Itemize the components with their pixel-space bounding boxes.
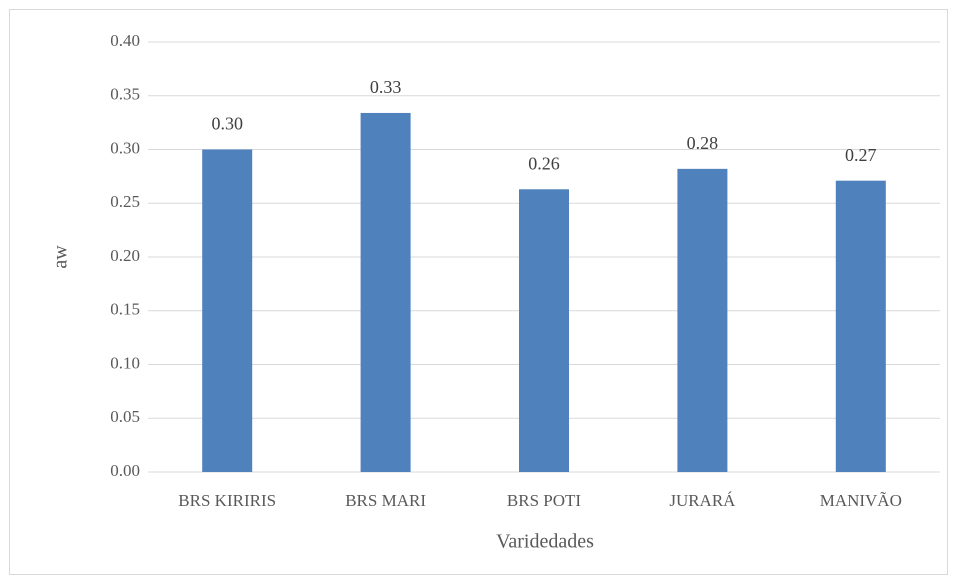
- y-tick-label: 0.05: [110, 407, 140, 426]
- x-tick-label: MANIVÃO: [820, 491, 902, 510]
- bar: [360, 112, 411, 472]
- y-tick-label: 0.10: [110, 353, 140, 372]
- y-tick-label: 0.40: [110, 31, 140, 50]
- bar: [202, 149, 253, 472]
- data-label: 0.28: [687, 133, 719, 153]
- y-tick-label: 0.35: [110, 85, 140, 104]
- data-label: 0.30: [211, 114, 243, 134]
- y-tick-label: 0.20: [110, 246, 140, 265]
- data-label: 0.33: [370, 77, 402, 97]
- y-tick-label: 0.15: [110, 300, 140, 319]
- y-tick-label: 0.25: [110, 192, 140, 211]
- x-tick-label: JURARÁ: [669, 491, 736, 510]
- y-tick-label: 0.30: [110, 138, 140, 157]
- x-tick-label: BRS MARI: [345, 491, 426, 510]
- bar: [677, 168, 728, 472]
- x-tick-label: BRS POTI: [507, 491, 581, 510]
- data-label: 0.27: [845, 145, 877, 165]
- chart-border: [9, 9, 948, 575]
- x-axis-title: Varidedades: [496, 531, 594, 553]
- bar: [519, 189, 569, 472]
- x-tick-label: BRS KIRIRIS: [178, 491, 276, 510]
- bar: [835, 180, 886, 473]
- y-axis-title: aw: [50, 245, 72, 269]
- data-label: 0.26: [528, 153, 560, 173]
- y-tick-label: 0.00: [110, 461, 140, 480]
